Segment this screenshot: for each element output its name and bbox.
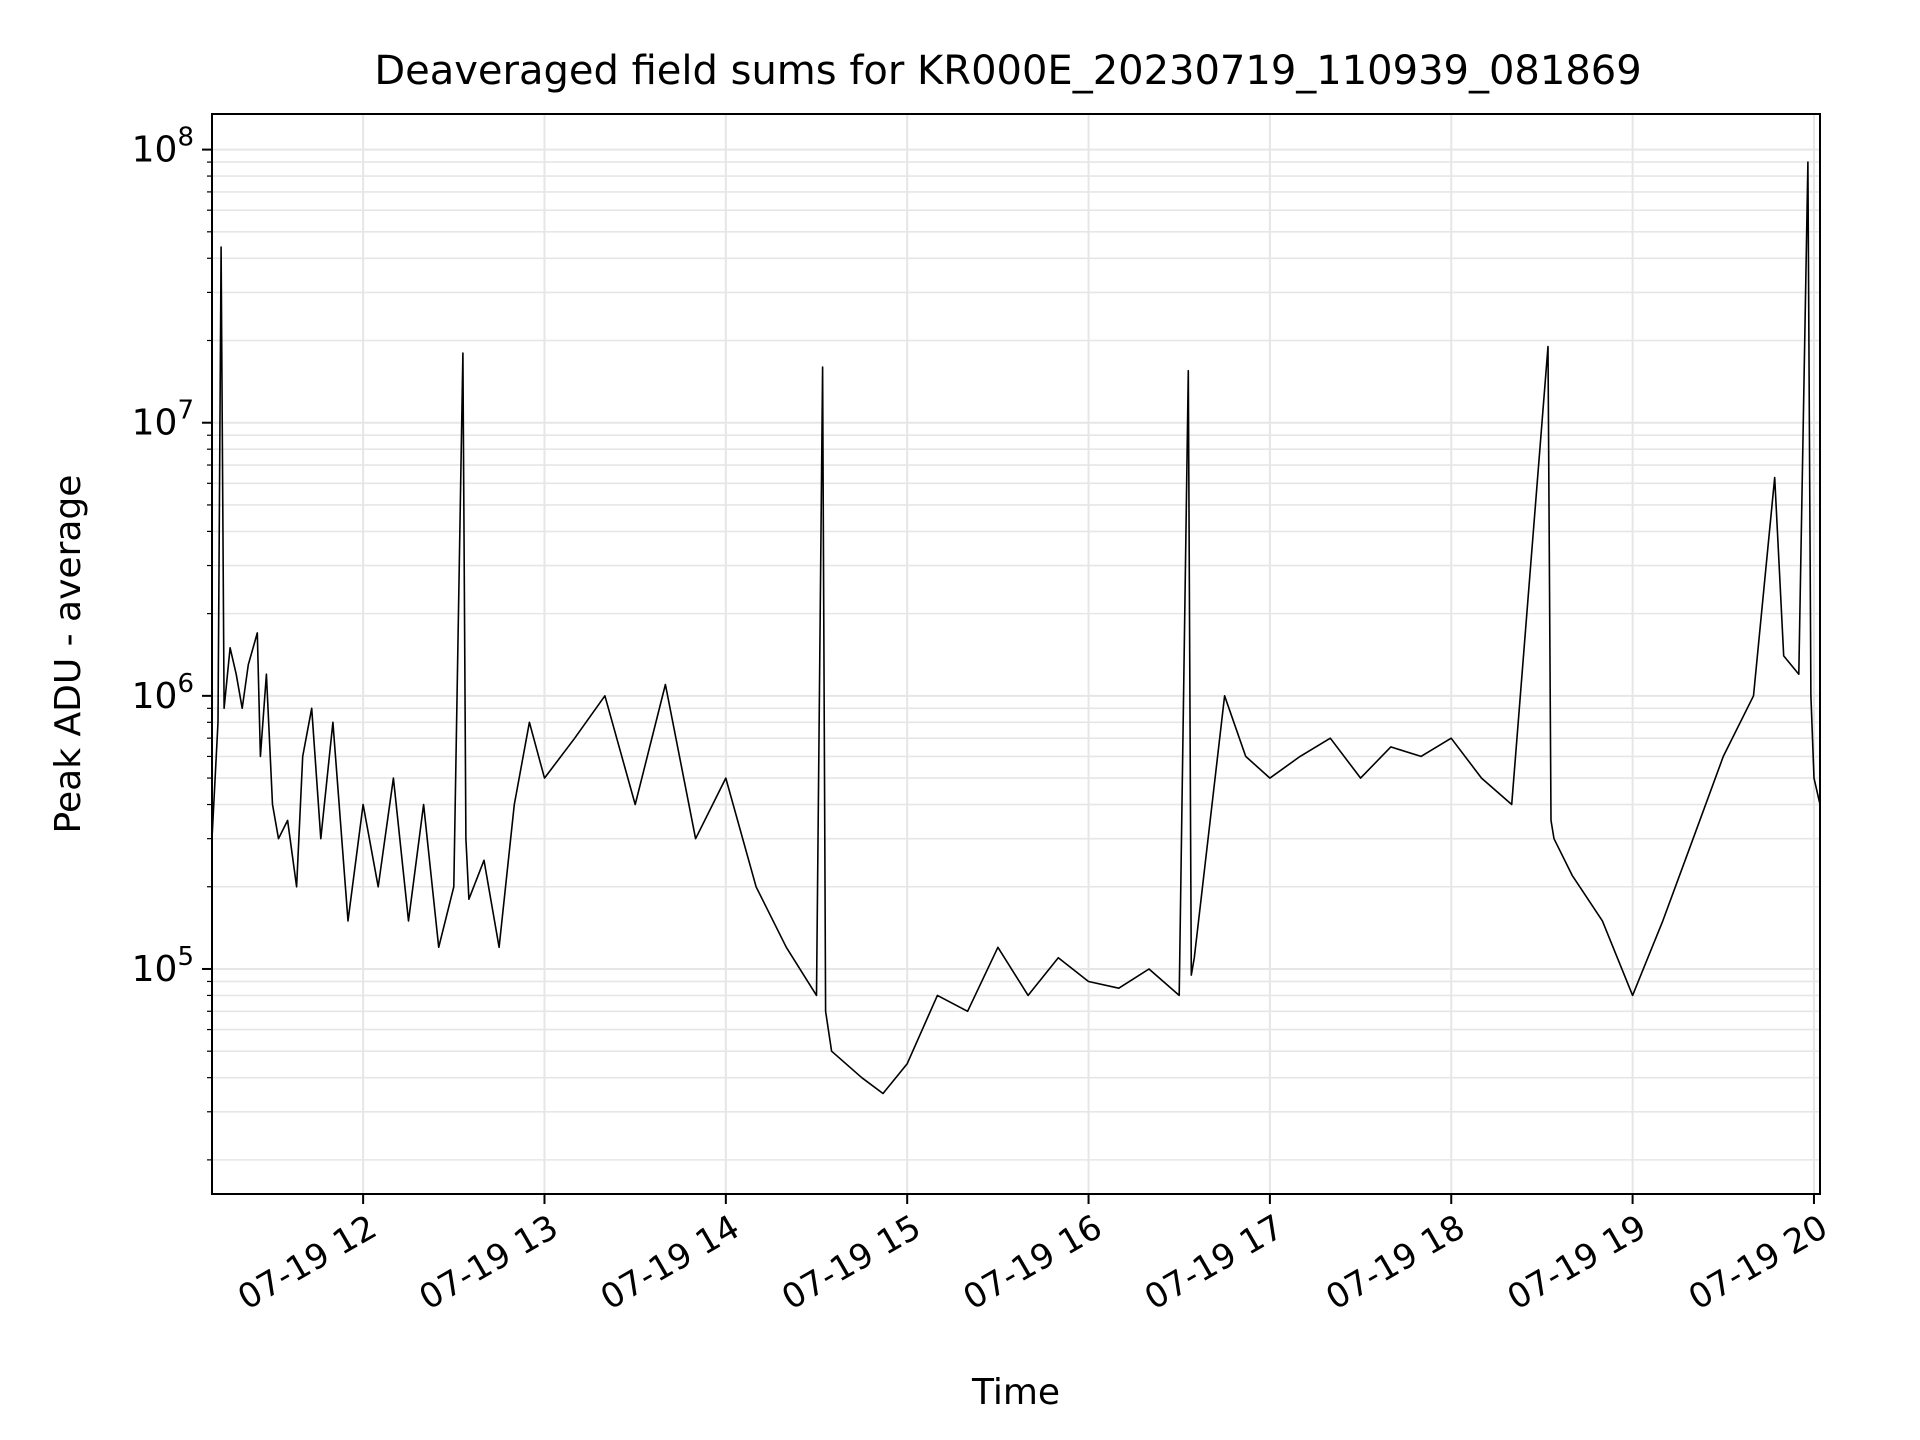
y-axis-label: Peak ADU - average	[48, 475, 89, 834]
y-tick-label-base: 10	[132, 403, 178, 444]
y-tick-label: 108	[132, 123, 194, 171]
y-tick-label: 106	[132, 669, 194, 717]
plot-area	[211, 161, 1821, 1095]
plot-frame	[211, 113, 1821, 1195]
x-axis-label: Time	[971, 1372, 1060, 1413]
y-tick-label-base: 10	[132, 676, 178, 717]
series-line	[211, 161, 1821, 1095]
y-tick-label-base: 10	[132, 130, 178, 171]
y-tick-label-exponent: 7	[177, 396, 194, 426]
grid-lines	[212, 114, 1820, 1194]
y-tick-label: 107	[132, 396, 194, 444]
y-tick-label-exponent: 5	[177, 942, 194, 972]
y-tick-label-base: 10	[132, 949, 178, 990]
y-tick-label-exponent: 6	[177, 669, 194, 699]
y-tick-label-exponent: 8	[177, 123, 194, 153]
chart-title: Deaveraged field sums for KR000E_2023071…	[374, 48, 1641, 94]
y-tick-label: 105	[132, 942, 194, 990]
